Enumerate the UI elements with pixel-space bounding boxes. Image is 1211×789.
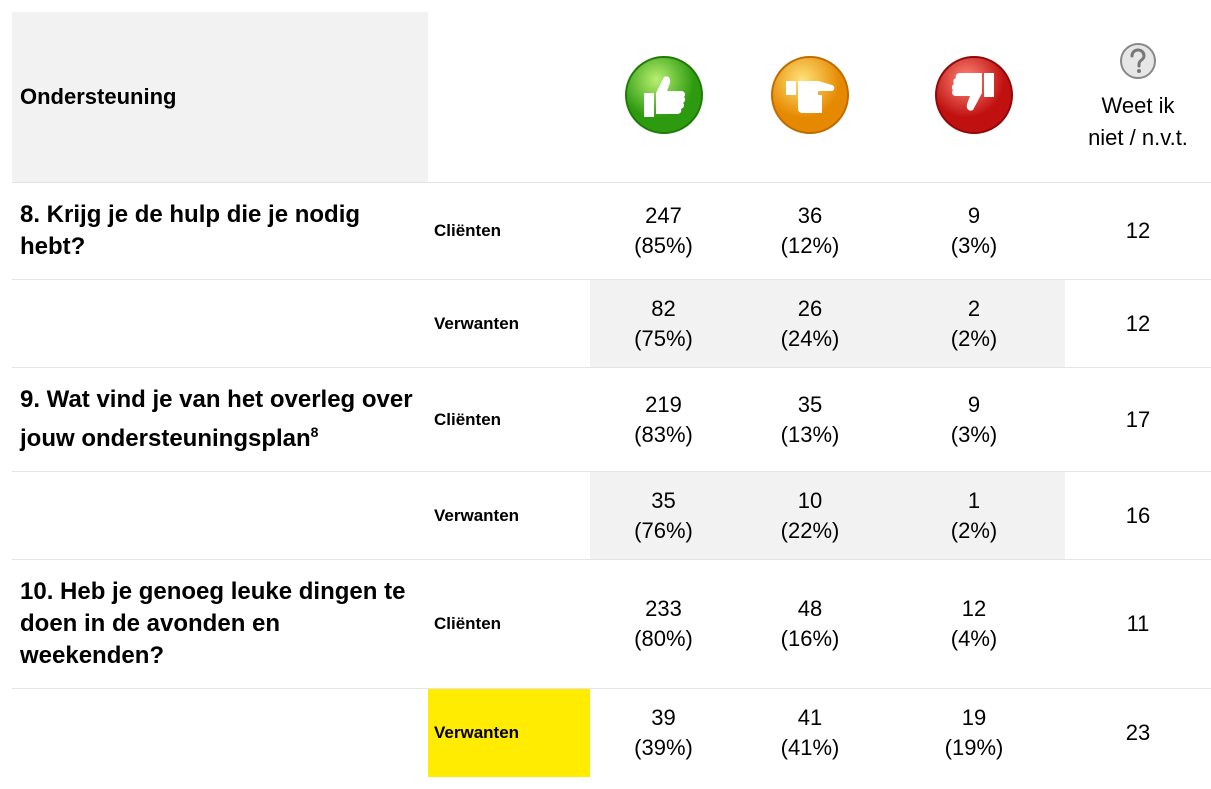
- neutral-cell: 36 (12%): [737, 182, 883, 280]
- table-row: Verwanten 35 (76%) 10 (22%) 1 (2%) 16: [12, 471, 1211, 560]
- neutral-cell: 26 (24%): [737, 279, 883, 368]
- footnote-mark: 8: [310, 424, 319, 440]
- dont-know-label: niet / n.v.t.: [1088, 124, 1188, 150]
- count: 10: [797, 487, 823, 513]
- count: 26: [797, 295, 823, 321]
- question-cell: [12, 688, 428, 777]
- percent: (2%): [950, 517, 998, 543]
- count: 19: [961, 704, 987, 730]
- percent: (16%): [780, 626, 840, 651]
- negative-cell: 9 (3%): [883, 367, 1065, 472]
- table-row: 9. Wat vind je van het overleg over jouw…: [12, 367, 1211, 472]
- percent: (75%): [634, 325, 693, 351]
- count: 2: [967, 295, 981, 321]
- count: 9: [967, 203, 981, 228]
- question-text: 8. Krijg je de hulp die je nodig hebt?: [20, 201, 361, 260]
- dont-know-cell: 11: [1065, 559, 1211, 689]
- percent: (3%): [950, 233, 998, 258]
- neutral-cell: 48 (16%): [737, 559, 883, 689]
- results-table: Ondersteuning Weet ik niet / n.v.t. 8. Kr…: [12, 12, 1211, 777]
- count: 39: [651, 704, 676, 730]
- percent: (4%): [950, 626, 998, 651]
- count: 48: [797, 596, 823, 621]
- percent: (2%): [950, 325, 998, 351]
- count: 36: [797, 203, 823, 228]
- thumbs-side-icon: [771, 55, 849, 134]
- thumbs-up-icon: [624, 55, 703, 134]
- neutral-cell: 35 (13%): [737, 367, 883, 472]
- dont-know-cell: 23: [1065, 688, 1211, 777]
- positive-cell: 247 (85%): [590, 182, 737, 280]
- dont-know-cell: 12: [1065, 182, 1211, 280]
- neutral-cell: 10 (22%): [737, 471, 883, 560]
- question-cell: 10. Heb je genoeg leuke dingen te doen i…: [12, 559, 428, 689]
- dont-know-cell: 12: [1065, 279, 1211, 368]
- group-label: Verwanten: [428, 279, 590, 368]
- table-row: 8. Krijg je de hulp die je nodig hebt? Cl…: [12, 182, 1211, 280]
- percent: (13%): [780, 421, 840, 447]
- dont-know-cell: 17: [1065, 367, 1211, 472]
- question-text: 10. Heb je genoeg leuke dingen te doen i…: [20, 578, 406, 669]
- positive-cell: 233 (80%): [590, 559, 737, 689]
- dont-know-cell: 16: [1065, 471, 1211, 560]
- table-row: Verwanten 39 (39%) 41 (41%) 19 (19%) 23: [12, 688, 1211, 777]
- question-cell: [12, 471, 428, 560]
- negative-cell: 2 (2%): [883, 279, 1065, 368]
- negative-cell: 9 (3%): [883, 182, 1065, 280]
- percent: (83%): [634, 421, 693, 447]
- count: 35: [651, 487, 676, 513]
- count: 9: [967, 391, 981, 417]
- thumbs-down-icon: [935, 55, 1013, 134]
- percent: (3%): [950, 421, 998, 447]
- question-icon: [1120, 42, 1156, 79]
- table-row: Verwanten 82 (75%) 26 (24%) 2 (2%) 12: [12, 279, 1211, 368]
- percent: (76%): [634, 517, 693, 543]
- dont-know-label: Weet ik: [1101, 92, 1175, 118]
- group-label: Cliënten: [428, 367, 590, 472]
- question-cell: [12, 279, 428, 368]
- count: 219: [645, 391, 682, 417]
- count: 1: [967, 487, 981, 513]
- question-cell: 8. Krijg je de hulp die je nodig hebt?: [12, 182, 428, 280]
- count: 35: [797, 391, 823, 417]
- neutral-cell: 41 (41%): [737, 688, 883, 777]
- group-label: Verwanten: [428, 688, 590, 777]
- question-cell: 9. Wat vind je van het overleg over jouw…: [12, 367, 428, 472]
- positive-cell: 35 (76%): [590, 471, 737, 560]
- count: 233: [645, 596, 682, 621]
- question-text: 9. Wat vind je van het overleg over jouw…: [20, 386, 413, 452]
- percent: (41%): [780, 734, 840, 760]
- percent: (19%): [944, 734, 1004, 760]
- group-label: Cliënten: [428, 559, 590, 689]
- percent: (24%): [780, 325, 840, 351]
- negative-cell: 12 (4%): [883, 559, 1065, 689]
- positive-cell: 82 (75%): [590, 279, 737, 368]
- table-row: 10. Heb je genoeg leuke dingen te doen i…: [12, 559, 1211, 689]
- percent: (85%): [634, 233, 693, 258]
- count: 82: [651, 295, 676, 321]
- group-label: Verwanten: [428, 471, 590, 560]
- positive-cell: 219 (83%): [590, 367, 737, 472]
- header-row: Ondersteuning Weet ik niet / n.v.t.: [12, 12, 1211, 183]
- group-label: Cliënten: [428, 182, 590, 280]
- negative-cell: 1 (2%): [883, 471, 1065, 560]
- percent: (80%): [634, 626, 693, 651]
- header-title: Ondersteuning: [12, 12, 428, 183]
- count: 247: [645, 203, 682, 228]
- percent: (12%): [780, 233, 840, 258]
- percent: (39%): [634, 734, 693, 760]
- negative-cell: 19 (19%): [883, 688, 1065, 777]
- count: 41: [797, 704, 823, 730]
- percent: (22%): [780, 517, 840, 543]
- count: 12: [961, 596, 987, 621]
- positive-cell: 39 (39%): [590, 688, 737, 777]
